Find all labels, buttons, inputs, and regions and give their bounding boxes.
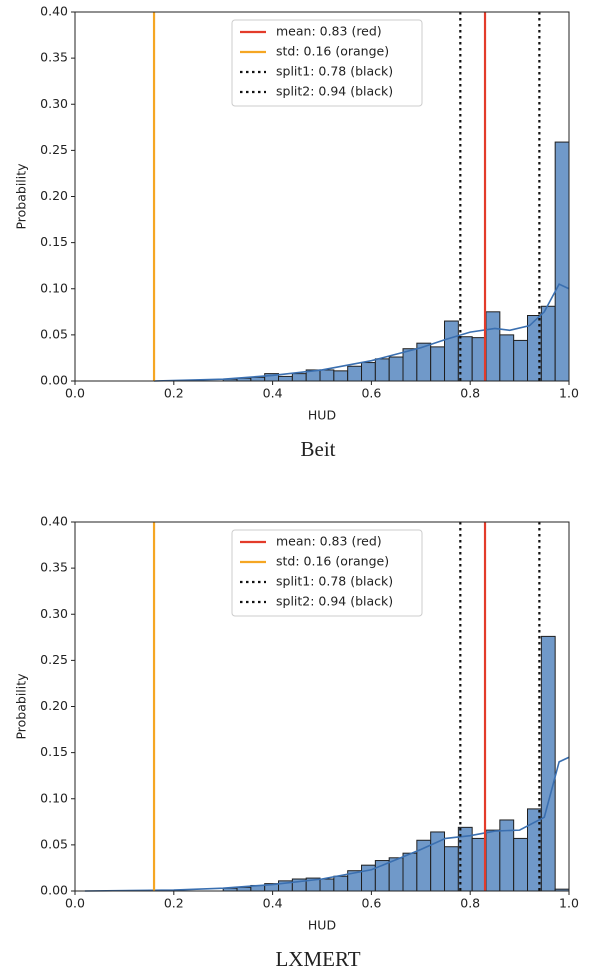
y-tick-label: 0.40 <box>40 514 68 529</box>
y-tick-label: 0.05 <box>40 836 68 851</box>
histogram-bar <box>430 831 446 892</box>
x-tick-label: 0.4 <box>263 386 283 401</box>
legend-box <box>231 529 423 617</box>
caption: Beit <box>301 437 336 461</box>
y-tick-label: 0.40 <box>40 4 68 19</box>
histogram-bar <box>540 635 556 892</box>
histogram-bar <box>236 886 252 892</box>
x-tick-label: 1.0 <box>559 386 579 401</box>
legend-label: mean: 0.83 (red) <box>276 24 382 39</box>
x-tick-label: 0.0 <box>65 896 85 911</box>
x-tick-label: 0.4 <box>263 896 283 911</box>
histogram-bar <box>347 365 363 382</box>
y-tick-label: 0.20 <box>40 698 68 713</box>
y-tick-label: 0.35 <box>40 50 68 65</box>
histogram-bar <box>278 375 293 382</box>
x-tick-label: 0.8 <box>460 386 480 401</box>
histogram-bar <box>444 846 459 892</box>
y-tick-label: 0.30 <box>40 606 68 621</box>
y-tick-label: 0.20 <box>40 188 68 203</box>
histogram-bar <box>513 339 529 382</box>
y-tick-label: 0.00 <box>40 373 68 388</box>
y-tick-label: 0.25 <box>40 652 68 667</box>
y-tick-label: 0.00 <box>40 883 68 898</box>
histogram-bar <box>540 305 556 382</box>
chart: 0.0 0.2 0.4 0.6 0.8 1.0 0.00 0.05 0.10 0.15 0.20 0.… <box>14 514 579 971</box>
y-tick-label: 0.05 <box>40 326 68 341</box>
x-axis-label: HUD <box>308 918 336 933</box>
histogram-bar <box>444 320 459 382</box>
histogram-bar <box>402 348 418 382</box>
caption: LXMERT <box>275 947 360 971</box>
histogram-bar <box>319 878 335 892</box>
histogram-bar <box>554 141 570 382</box>
histogram-bar <box>513 837 529 892</box>
x-tick-label: 0.8 <box>460 896 480 911</box>
y-tick-label: 0.10 <box>40 790 68 805</box>
x-tick-label: 0.6 <box>361 386 381 401</box>
histogram-bar <box>388 356 404 382</box>
kde-line <box>154 283 570 382</box>
y-axis-label: Probability <box>14 163 29 230</box>
legend-label: std: 0.16 (orange) <box>276 554 389 569</box>
x-tick-label: 0.2 <box>164 896 184 911</box>
y-axis-label: Probability <box>14 673 29 740</box>
histogram-bar <box>333 875 349 892</box>
x-tick-label: 0.6 <box>361 896 381 911</box>
kde-line <box>84 756 570 892</box>
histogram-bar <box>499 334 515 382</box>
histogram-bar <box>250 376 266 382</box>
histogram-bar <box>485 829 501 892</box>
chart: 0.0 0.2 0.4 0.6 0.8 1.0 0.00 0.05 0.10 0.15 0.20 0.… <box>14 4 579 461</box>
y-tick-label: 0.30 <box>40 96 68 111</box>
y-tick-label: 0.10 <box>40 280 68 295</box>
histogram-bar <box>374 358 390 382</box>
legend-label: split2: 0.94 (black) <box>276 84 393 99</box>
y-tick-label: 0.15 <box>40 234 68 249</box>
y-tick-label: 0.25 <box>40 142 68 157</box>
legend-box <box>231 19 423 107</box>
histogram-bar <box>402 852 418 892</box>
histogram-bar <box>333 370 349 382</box>
histogram-bar <box>388 857 404 892</box>
histogram-bar <box>291 373 307 382</box>
legend-label: split1: 0.78 (black) <box>276 64 393 79</box>
histogram-bar <box>485 311 501 382</box>
y-tick-label: 0.35 <box>40 560 68 575</box>
histogram-bar <box>430 346 446 382</box>
legend-label: split1: 0.78 (black) <box>276 574 393 589</box>
histogram-bar <box>527 808 542 892</box>
legend-label: split2: 0.94 (black) <box>276 594 393 609</box>
x-tick-label: 0.2 <box>164 386 184 401</box>
x-tick-label: 0.0 <box>65 386 85 401</box>
histogram-bar <box>319 369 335 382</box>
x-tick-label: 1.0 <box>559 896 579 911</box>
histogram-bar <box>361 362 376 382</box>
legend-label: mean: 0.83 (red) <box>276 534 382 549</box>
legend-label: std: 0.16 (orange) <box>276 44 389 59</box>
y-tick-label: 0.15 <box>40 744 68 759</box>
x-axis-label: HUD <box>308 408 336 423</box>
